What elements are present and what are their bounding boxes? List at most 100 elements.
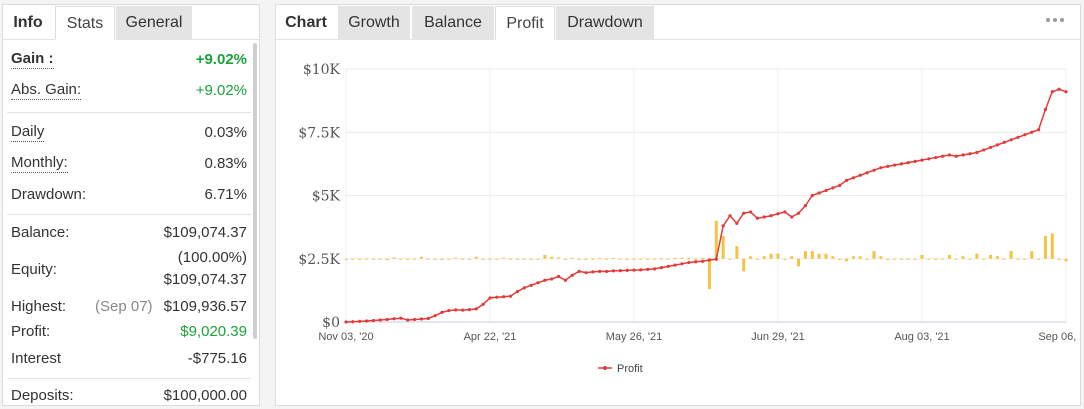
profit-bar: [454, 257, 458, 259]
profit-point: [796, 211, 801, 215]
profit-bar: [851, 256, 855, 259]
profit-bar: [536, 258, 540, 260]
profit-bar: [742, 258, 746, 272]
profit-bar: [995, 256, 999, 259]
profit-bar: [666, 258, 670, 260]
profit-bar: [886, 258, 890, 260]
profit-bar: [625, 258, 629, 260]
profit-point: [577, 269, 581, 273]
profit-bar: [714, 220, 718, 259]
profit-point: [844, 178, 849, 182]
profit-point: [1043, 107, 1048, 112]
stat-interest: Interest -$775.16: [11, 348, 251, 370]
profit-bar: [824, 253, 828, 259]
profit-bar: [529, 258, 533, 260]
profit-bar: [1057, 258, 1061, 260]
profit-point: [495, 295, 499, 299]
monthly-value: 0.83%: [204, 155, 247, 172]
profit-point: [1064, 90, 1068, 94]
profit-bar: [358, 258, 362, 260]
profit-point: [419, 317, 424, 321]
more-options-icon[interactable]: [1046, 18, 1064, 24]
tab-info[interactable]: Info: [13, 14, 43, 31]
profit-point: [886, 164, 890, 169]
profit-bar: [865, 258, 869, 260]
profit-point: [447, 309, 451, 313]
profit-bar: [975, 253, 979, 259]
profit-bar: [467, 258, 471, 260]
profit-point: [591, 270, 595, 274]
y-tick-label: $5K: [312, 189, 341, 205]
x-tick-label: Sep 06, '21: [1038, 331, 1080, 343]
profit-point: [920, 158, 924, 162]
profit-point: [988, 145, 993, 150]
profit-point: [433, 314, 437, 318]
tab-stats[interactable]: Stats: [55, 6, 115, 40]
profit-bar: [817, 253, 821, 259]
highest-label: Highest:: [11, 298, 67, 315]
monthly-label[interactable]: Monthly:: [11, 154, 68, 173]
profit-bar: [1064, 258, 1068, 262]
profit-bar: [481, 258, 485, 260]
profit-point: [502, 295, 506, 299]
profit-chart: $0 $2.5K $5K $7.5K $10K Nov 03, '20 Apr 22, '2…: [298, 62, 1080, 375]
stat-daily: Daily 0.03%: [11, 122, 251, 144]
profit-bar: [413, 258, 417, 260]
profit-point: [625, 268, 629, 272]
profit-point: [481, 302, 485, 306]
profit-bar: [461, 258, 465, 260]
profit-point: [961, 153, 965, 157]
profit-point: [666, 264, 670, 268]
equity-label: Equity:: [11, 261, 57, 278]
highest-date: (Sep 07): [95, 298, 153, 315]
gain-label[interactable]: Gain :: [11, 50, 54, 69]
profit-bar: [858, 256, 862, 259]
daily-label[interactable]: Daily: [11, 123, 45, 142]
abs-gain-label[interactable]: Abs. Gain:: [11, 81, 82, 100]
profit-point: [700, 259, 705, 263]
profit-point: [817, 191, 821, 195]
tab-growth[interactable]: Growth: [338, 6, 410, 40]
daily-value: 0.03%: [204, 124, 247, 141]
profit-point: [392, 317, 396, 321]
tab-chart[interactable]: Chart: [285, 14, 327, 31]
tab-general[interactable]: General: [116, 6, 192, 40]
stats-scrollbar[interactable]: [253, 43, 257, 339]
balance-label: Balance:: [11, 224, 70, 241]
profit-point: [406, 318, 410, 322]
profit-point: [454, 308, 458, 312]
profit-bar: [488, 258, 492, 260]
profit-point: [824, 188, 828, 193]
stat-drawdown: Drawdown: 6.71%: [11, 184, 251, 206]
profit-point: [659, 266, 664, 270]
profit-bar: [563, 258, 567, 260]
profit-point: [755, 216, 760, 220]
tab-drawdown[interactable]: Drawdown: [556, 6, 654, 40]
chart-panel: Chart Growth Balance Profit Drawdown $0 $…: [275, 4, 1081, 406]
stats-tabs: Info Stats General: [3, 5, 259, 40]
profit-point: [632, 268, 636, 272]
profit-bar: [1030, 251, 1034, 259]
y-tick-label: $7.5K: [298, 125, 340, 141]
profit-label: Profit:: [11, 323, 51, 340]
profit-point: [639, 268, 643, 272]
profit-bar: [707, 258, 711, 290]
profit-bar: [1002, 258, 1006, 260]
profit-bar: [605, 258, 609, 260]
profit-point: [858, 173, 862, 177]
tab-profit[interactable]: Profit: [495, 6, 555, 40]
profit-point: [735, 221, 739, 225]
stat-profit: Profit: $9,020.39: [11, 321, 251, 343]
profit-bar: [365, 258, 369, 260]
drawdown-value: 6.71%: [204, 186, 247, 203]
profit-bar: [879, 256, 883, 259]
profit-point: [680, 262, 684, 266]
profit-point: [344, 320, 348, 324]
tab-balance[interactable]: Balance: [412, 6, 494, 40]
profit-point: [536, 281, 540, 285]
profit-bar: [783, 258, 787, 260]
profit-bar: [906, 258, 910, 260]
equity-value: $109,074.37: [163, 271, 247, 288]
profit-point: [467, 308, 472, 312]
profit-point: [1036, 128, 1041, 132]
